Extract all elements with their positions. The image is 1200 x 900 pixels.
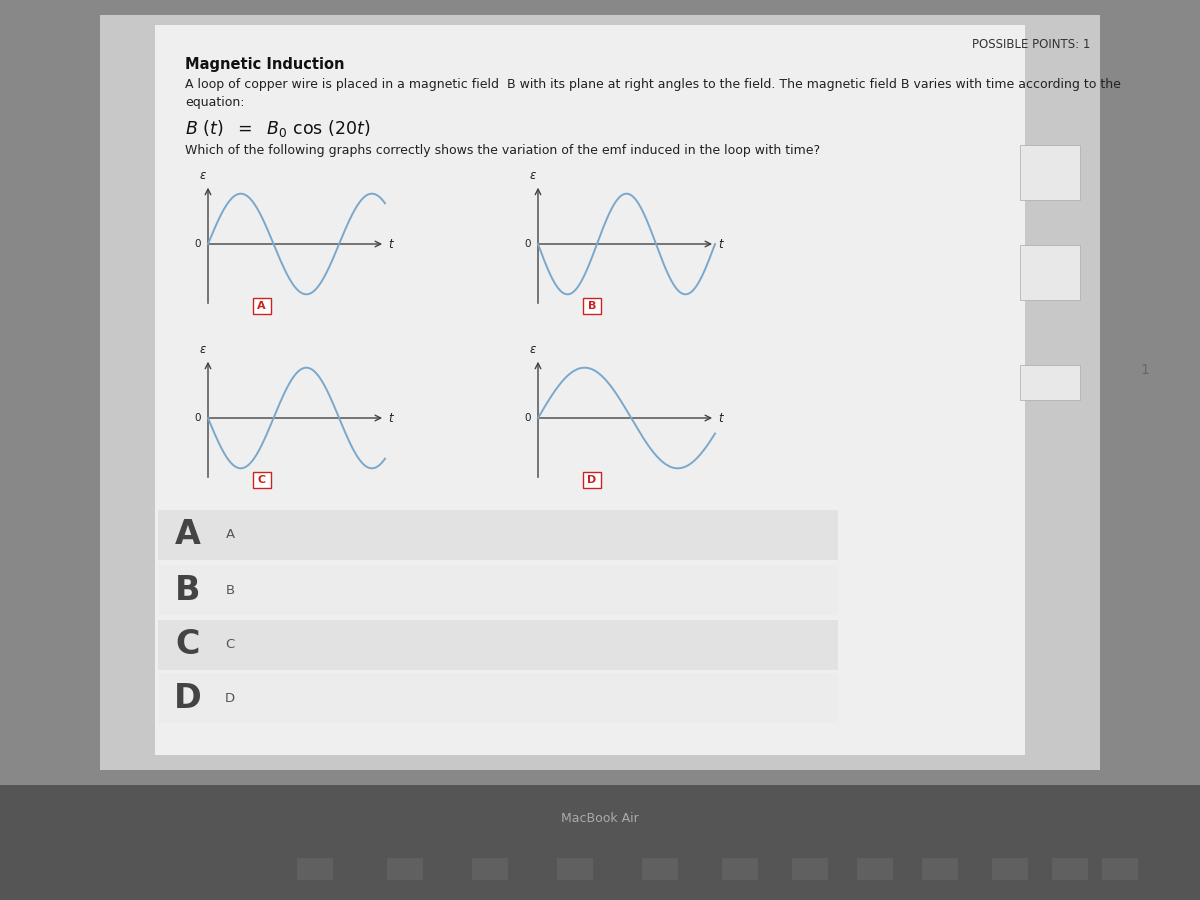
Text: B: B bbox=[226, 583, 234, 597]
Bar bbox=[992, 858, 1028, 880]
Text: A: A bbox=[226, 528, 234, 542]
Text: equation:: equation: bbox=[185, 96, 245, 109]
Bar bbox=[792, 858, 828, 880]
FancyBboxPatch shape bbox=[253, 298, 271, 314]
Bar bbox=[557, 858, 593, 880]
Text: Which of the following graphs correctly shows the variation of the emf induced i: Which of the following graphs correctly … bbox=[185, 144, 820, 157]
Bar bbox=[1020, 365, 1080, 400]
Text: POSSIBLE POINTS: 1: POSSIBLE POINTS: 1 bbox=[972, 38, 1090, 51]
Text: A loop of copper wire is placed in a magnetic field  B with its plane at right a: A loop of copper wire is placed in a mag… bbox=[185, 78, 1121, 91]
Bar bbox=[158, 673, 838, 723]
Text: B: B bbox=[588, 301, 596, 311]
Text: Magnetic Induction: Magnetic Induction bbox=[185, 57, 344, 72]
Bar bbox=[0, 0, 1200, 785]
Bar bbox=[1020, 245, 1080, 300]
Text: B: B bbox=[1132, 133, 1148, 157]
Bar bbox=[158, 565, 838, 615]
Bar bbox=[722, 858, 758, 880]
Text: $\varepsilon$: $\varepsilon$ bbox=[529, 169, 536, 182]
Bar bbox=[0, 785, 1200, 900]
FancyBboxPatch shape bbox=[583, 472, 601, 488]
Text: 0: 0 bbox=[194, 413, 202, 423]
Text: A: A bbox=[175, 518, 200, 552]
Bar bbox=[1020, 145, 1080, 200]
Bar bbox=[386, 858, 424, 880]
Text: 0: 0 bbox=[524, 413, 530, 423]
Bar bbox=[1102, 858, 1138, 880]
Text: D: D bbox=[174, 681, 202, 715]
Text: D: D bbox=[587, 475, 596, 485]
Text: A: A bbox=[257, 301, 266, 311]
FancyBboxPatch shape bbox=[253, 472, 271, 488]
Text: C: C bbox=[258, 475, 265, 485]
Bar bbox=[472, 858, 508, 880]
Bar bbox=[922, 858, 958, 880]
Text: C: C bbox=[175, 628, 200, 662]
Text: $t$: $t$ bbox=[388, 238, 395, 251]
Text: $\varepsilon$: $\varepsilon$ bbox=[199, 169, 206, 182]
Text: D: D bbox=[224, 691, 235, 705]
Bar bbox=[155, 25, 1025, 755]
Text: 0: 0 bbox=[524, 239, 530, 249]
Text: MacBook Air: MacBook Air bbox=[562, 812, 638, 824]
Text: $t$: $t$ bbox=[718, 412, 725, 426]
Text: C: C bbox=[226, 638, 235, 652]
Text: $\varepsilon$: $\varepsilon$ bbox=[529, 343, 536, 356]
Text: $B\ (t)\ \ =\ \ B_0\ \mathrm{cos}\ (20t)$: $B\ (t)\ \ =\ \ B_0\ \mathrm{cos}\ (20t)… bbox=[185, 118, 371, 139]
Bar bbox=[298, 858, 334, 880]
Bar bbox=[100, 15, 1100, 770]
Bar bbox=[857, 858, 893, 880]
Text: B: B bbox=[175, 573, 200, 607]
Text: $t$: $t$ bbox=[388, 412, 395, 426]
Text: $t$: $t$ bbox=[718, 238, 725, 251]
Bar bbox=[158, 620, 838, 670]
Text: 0: 0 bbox=[194, 239, 202, 249]
Bar bbox=[1052, 858, 1088, 880]
Bar bbox=[158, 510, 838, 560]
Text: $\varepsilon$: $\varepsilon$ bbox=[199, 343, 206, 356]
Text: 1: 1 bbox=[1140, 363, 1150, 377]
Bar bbox=[642, 858, 678, 880]
FancyBboxPatch shape bbox=[583, 298, 601, 314]
